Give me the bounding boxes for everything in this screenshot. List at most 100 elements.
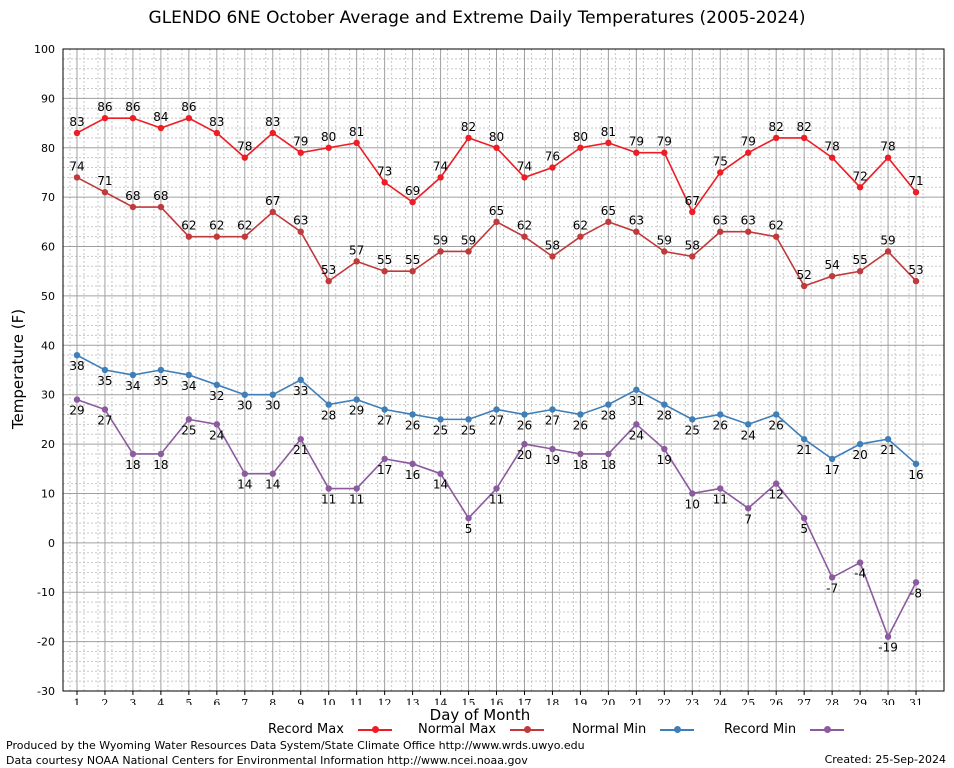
data-label: 29 — [349, 404, 364, 418]
data-label: 68 — [153, 189, 168, 203]
data-label: 83 — [69, 115, 84, 129]
data-label: 78 — [824, 140, 839, 154]
data-label: 65 — [489, 204, 504, 218]
x-tick-label: 5 — [185, 697, 192, 705]
data-label: 53 — [908, 263, 923, 277]
x-tick-label: 7 — [241, 697, 248, 705]
x-tick-label: 19 — [573, 697, 587, 705]
data-point — [633, 149, 640, 156]
x-tick-label: 26 — [769, 697, 783, 705]
data-label: 24 — [209, 428, 224, 442]
y-tick-label: -10 — [37, 586, 55, 599]
x-tick-label: 27 — [797, 697, 811, 705]
data-point — [129, 371, 137, 379]
data-label: 69 — [405, 184, 420, 198]
data-point — [689, 490, 696, 497]
data-label: 29 — [69, 404, 84, 418]
data-label: 27 — [545, 414, 560, 428]
data-point — [884, 435, 892, 443]
x-tick-label: 22 — [657, 697, 671, 705]
data-point — [577, 411, 584, 418]
data-point — [381, 268, 388, 275]
x-tick-label: 17 — [517, 697, 531, 705]
y-tick-label: 90 — [41, 92, 55, 105]
data-point — [101, 189, 109, 196]
data-point — [856, 268, 864, 275]
data-label: 80 — [321, 130, 336, 144]
data-point — [605, 139, 612, 147]
data-point — [465, 416, 472, 423]
footer-produced-by: Produced by the Wyoming Water Resources … — [6, 739, 585, 752]
data-point — [689, 416, 696, 423]
data-point — [912, 460, 920, 468]
data-point — [157, 450, 165, 458]
data-label: 67 — [265, 194, 280, 208]
data-point — [661, 248, 668, 255]
data-label: 83 — [265, 115, 280, 129]
data-label: 27 — [97, 414, 112, 428]
data-point — [101, 406, 109, 413]
x-tick-label: 10 — [322, 697, 336, 705]
y-tick-label: 20 — [41, 438, 55, 451]
data-label: 14 — [237, 478, 252, 492]
data-label: 55 — [852, 253, 867, 267]
data-label: 58 — [545, 238, 560, 252]
data-label: 71 — [908, 174, 923, 188]
data-label: 5 — [465, 522, 473, 536]
data-label: 63 — [713, 214, 728, 228]
legend-swatch-record-min — [810, 725, 845, 733]
data-label: 67 — [685, 194, 700, 208]
data-point — [157, 203, 165, 211]
data-point — [353, 485, 360, 492]
data-label: 24 — [629, 428, 644, 442]
x-tick-label: 13 — [406, 697, 420, 705]
data-label: 81 — [349, 125, 364, 139]
footer-data-courtesy: Data courtesy NOAA National Centers for … — [6, 754, 528, 767]
data-label: 18 — [601, 458, 616, 472]
data-point — [465, 514, 472, 522]
data-point — [129, 114, 137, 122]
data-label: 25 — [433, 423, 448, 437]
data-label: 59 — [880, 233, 895, 247]
data-point — [437, 248, 444, 255]
data-label: 26 — [405, 418, 420, 432]
data-point — [241, 233, 248, 240]
x-tick-label: 30 — [881, 697, 895, 705]
data-point — [129, 450, 137, 458]
data-point — [437, 174, 444, 181]
data-point — [409, 411, 416, 418]
data-label: 78 — [880, 140, 895, 154]
data-label: 21 — [797, 443, 812, 457]
data-label: 73 — [377, 164, 392, 178]
data-label: 11 — [713, 493, 728, 507]
data-point — [269, 208, 276, 216]
data-label: 79 — [657, 135, 672, 149]
x-tick-label: 11 — [350, 697, 364, 705]
data-label: 25 — [685, 423, 700, 437]
data-point — [689, 208, 696, 216]
data-point — [73, 351, 81, 359]
data-label: 80 — [489, 130, 504, 144]
data-point — [828, 455, 836, 463]
x-tick-label: 14 — [434, 697, 448, 705]
data-label: 53 — [321, 263, 336, 277]
data-point — [772, 411, 780, 418]
data-label: 11 — [489, 493, 504, 507]
x-tick-label: 31 — [909, 697, 923, 705]
data-point — [353, 258, 360, 265]
y-tick-label: 80 — [41, 142, 55, 155]
data-label: 52 — [797, 268, 812, 282]
data-point — [101, 114, 109, 122]
data-point — [661, 401, 668, 408]
data-point — [185, 233, 193, 240]
data-point — [577, 144, 584, 151]
legend-record-min: Record Min — [724, 722, 845, 737]
data-point — [213, 129, 221, 137]
x-tick-label: 2 — [101, 697, 108, 705]
x-tick-label: 16 — [490, 697, 504, 705]
data-label: 59 — [657, 233, 672, 247]
data-label: 38 — [69, 359, 84, 373]
footer-credits: Produced by the Wyoming Water Resources … — [6, 738, 585, 768]
data-point — [381, 406, 388, 413]
